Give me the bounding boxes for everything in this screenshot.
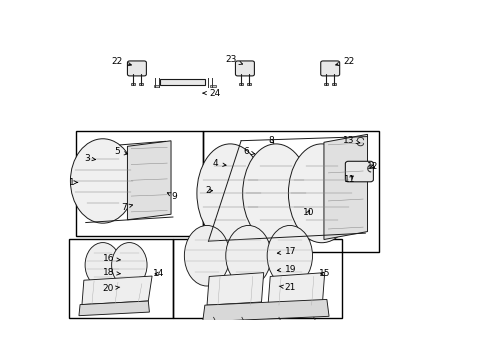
Bar: [76, 131, 203, 236]
Ellipse shape: [225, 225, 270, 286]
Text: 5: 5: [114, 147, 127, 156]
Text: 3: 3: [84, 154, 95, 163]
Bar: [159, 79, 205, 85]
Text: 24: 24: [203, 89, 220, 98]
FancyBboxPatch shape: [345, 161, 373, 182]
Text: 16: 16: [102, 255, 120, 264]
Ellipse shape: [85, 243, 120, 287]
Ellipse shape: [288, 144, 354, 243]
Text: 13: 13: [342, 136, 359, 145]
Text: 12: 12: [366, 162, 378, 171]
Text: 20: 20: [102, 284, 120, 293]
Bar: [239, 83, 243, 85]
Text: 14: 14: [153, 269, 164, 278]
Ellipse shape: [242, 144, 309, 243]
Bar: [210, 85, 215, 87]
Text: 22: 22: [335, 57, 354, 66]
Bar: [68, 239, 173, 318]
Ellipse shape: [70, 139, 135, 223]
Text: 19: 19: [277, 265, 296, 274]
Text: 11: 11: [344, 175, 355, 184]
Bar: [173, 239, 341, 318]
Bar: [153, 85, 159, 87]
Polygon shape: [323, 134, 367, 239]
Polygon shape: [127, 141, 171, 220]
Ellipse shape: [266, 225, 312, 286]
Bar: [203, 131, 379, 252]
Polygon shape: [206, 273, 263, 305]
Text: 17: 17: [277, 247, 296, 256]
Polygon shape: [79, 301, 149, 316]
Bar: [246, 83, 250, 85]
Bar: [332, 83, 335, 85]
Text: 21: 21: [279, 283, 296, 292]
Bar: [131, 83, 135, 85]
Polygon shape: [267, 273, 324, 305]
Bar: [139, 83, 142, 85]
Bar: [324, 83, 327, 85]
Text: 18: 18: [102, 268, 120, 277]
FancyBboxPatch shape: [320, 61, 339, 76]
Text: 10: 10: [302, 208, 313, 217]
Text: 23: 23: [225, 55, 242, 64]
Text: 8: 8: [268, 136, 274, 145]
Text: 1: 1: [69, 178, 78, 187]
Ellipse shape: [184, 225, 229, 286]
Text: 6: 6: [243, 147, 254, 156]
Text: 4: 4: [212, 159, 225, 168]
Text: 2: 2: [205, 186, 212, 195]
Ellipse shape: [111, 243, 147, 287]
Polygon shape: [202, 300, 328, 322]
Text: 7: 7: [121, 203, 132, 212]
Text: 15: 15: [318, 269, 329, 278]
FancyBboxPatch shape: [235, 61, 254, 76]
Polygon shape: [82, 276, 152, 305]
FancyBboxPatch shape: [127, 61, 146, 76]
Text: 9: 9: [167, 192, 177, 201]
Ellipse shape: [197, 144, 263, 243]
Text: 22: 22: [111, 57, 131, 66]
